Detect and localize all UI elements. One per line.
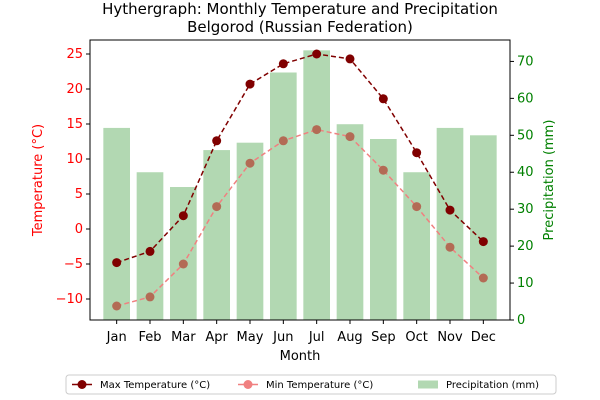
right-y-axis-label: Precipitation (mm) (542, 120, 557, 241)
min-temperature-point (212, 202, 222, 212)
min-temperature-point (478, 273, 488, 283)
precipitation-bar (203, 150, 230, 320)
precipitation-bar (103, 127, 130, 321)
x-tick-label: Jul (308, 330, 325, 345)
max-temperature-line (116, 53, 484, 264)
left-tick-label: −5 (64, 257, 83, 272)
precipitation-bar (470, 135, 497, 320)
min-temperature-point (112, 301, 122, 311)
x-tick-label: Feb (138, 330, 161, 345)
left-tick-label: −10 (56, 292, 83, 307)
right-axis: 0 10 20 30 40 50 60 70 (510, 54, 534, 328)
x-tick-label: Mar (171, 330, 196, 345)
max-temperature-point (178, 211, 188, 221)
precipitation-bar (303, 50, 330, 320)
left-tick-label: 0 (75, 222, 83, 237)
chart-subtitle: Belgorod (Russian Federation) (187, 18, 413, 36)
left-tick-label: 15 (66, 117, 83, 132)
legend-label: Max Temperature (°C) (100, 380, 210, 391)
max-temperature-point (145, 246, 155, 256)
right-tick-label: 20 (517, 239, 534, 254)
x-tick-label: Oct (405, 330, 427, 345)
max-temperature-point (312, 49, 322, 59)
right-tick-label: 50 (517, 128, 534, 143)
temperature-lines (112, 49, 488, 311)
legend-box (65, 374, 557, 395)
min-temperature-point (445, 242, 455, 252)
max-temperature-point (112, 258, 122, 268)
right-tick-label: 10 (517, 276, 534, 291)
chart-title: Hythergraph: Monthly Temperature and Pre… (102, 0, 498, 18)
legend-swatch (418, 380, 438, 389)
legend-marker (77, 380, 87, 389)
max-temperature-point (245, 79, 255, 89)
legend-label: Precipitation (mm) (446, 380, 539, 391)
x-tick-label: Sep (371, 330, 396, 345)
min-temperature-point (145, 292, 155, 302)
legend: Max Temperature (°C) Min Temperature (°C)… (65, 374, 557, 395)
max-temperature-point (345, 54, 355, 64)
precipitation-bar (170, 187, 197, 320)
right-tick-label: 30 (517, 202, 534, 217)
min-temperature-point (178, 259, 188, 269)
right-tick-label: 40 (517, 165, 534, 180)
max-temperature-point (278, 59, 288, 69)
left-axis: −10 −5 0 5 10 15 20 25 (56, 47, 90, 307)
x-tick-label: Nov (437, 330, 463, 345)
min-temperature-line (116, 128, 484, 307)
max-temperature-point (212, 136, 222, 146)
min-temperature-point (345, 132, 355, 142)
legend-marker (243, 380, 253, 389)
x-tick-label: Apr (205, 330, 228, 345)
x-axis: Jan Feb Mar Apr May Jun Jul Aug Sep Oct Nov Dec (106, 320, 496, 345)
right-tick-label: 0 (517, 313, 525, 328)
right-tick-label: 60 (517, 91, 534, 106)
min-temperature-point (412, 202, 422, 212)
precipitation-bar (436, 127, 464, 321)
min-temperature-point (245, 158, 255, 168)
right-tick-label: 70 (517, 54, 534, 69)
precipitation-bars (103, 50, 497, 321)
x-tick-label: Dec (471, 330, 496, 345)
min-temperature-point (312, 125, 322, 135)
max-temperature-point (412, 148, 422, 158)
min-temperature-point (378, 165, 388, 175)
precipitation-bar (236, 142, 264, 320)
max-temperature-point (445, 205, 455, 215)
left-tick-label: 10 (66, 152, 83, 167)
x-tick-label: Jun (272, 330, 293, 345)
x-tick-label: May (237, 330, 264, 345)
left-tick-label: 5 (75, 187, 83, 202)
legend-label: Min Temperature (°C) (266, 380, 373, 391)
x-tick-label: Aug (337, 330, 362, 345)
precipitation-bar (336, 124, 364, 320)
precipitation-bar (270, 72, 297, 321)
x-axis-label: Month (280, 349, 321, 364)
left-tick-label: 25 (66, 47, 83, 62)
plot-frame (89, 39, 511, 321)
precipitation-bar (403, 172, 430, 320)
left-tick-label: 20 (66, 82, 83, 97)
x-tick-label: Jan (106, 330, 127, 345)
min-temperature-point (278, 136, 288, 146)
max-temperature-point (478, 237, 488, 247)
left-y-axis-label: Temperature (°C) (31, 124, 46, 237)
max-temperature-point (378, 94, 388, 104)
